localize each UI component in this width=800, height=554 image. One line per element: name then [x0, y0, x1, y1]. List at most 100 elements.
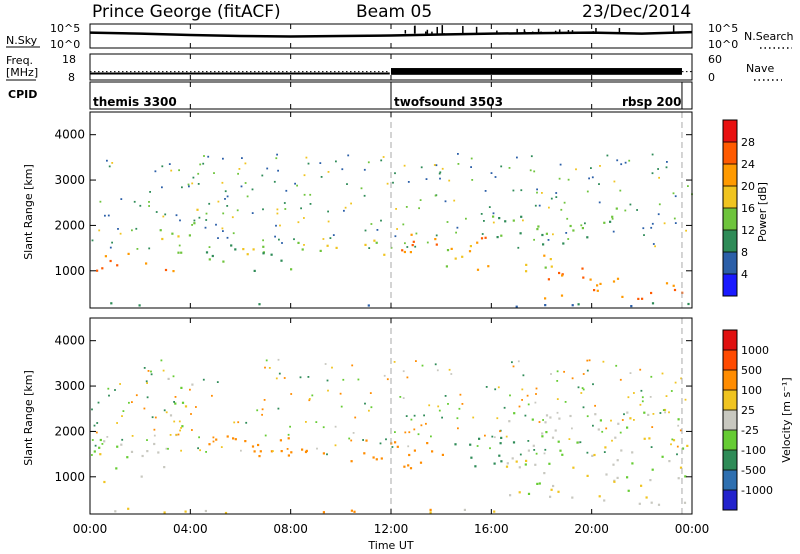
scatter-cell [326, 379, 329, 382]
data-cell [116, 445, 119, 448]
colorbar-tick-label: 28 [741, 136, 755, 149]
scatter-cell [527, 440, 530, 442]
scatter-cell [278, 238, 280, 241]
scatter-cell [274, 235, 276, 238]
data-cell [171, 232, 174, 235]
data-cell [541, 435, 544, 438]
scatter-cell [256, 409, 259, 412]
scatter-cell [320, 176, 323, 178]
scatter-cell [465, 217, 467, 220]
colorbar-tick-label: -500 [741, 464, 766, 477]
data-cell [545, 414, 549, 417]
scatter-cell [492, 221, 495, 224]
scatter-cell [244, 162, 247, 165]
data-cell [571, 304, 574, 307]
data-cell [538, 482, 541, 485]
scatter-cell [676, 453, 678, 456]
scatter-cell [441, 416, 443, 419]
scatter-cell [444, 200, 447, 203]
data-cell [474, 465, 477, 468]
scatter-cell [492, 212, 495, 215]
data-cell [518, 466, 521, 469]
data-cell [616, 476, 619, 479]
scatter-cell [283, 377, 286, 379]
scatter-cell [517, 246, 520, 249]
scatter-cell [154, 416, 157, 419]
data-cell [505, 465, 509, 468]
data-cell [169, 414, 173, 417]
scatter-cell [146, 396, 149, 399]
scatter-cell [565, 232, 568, 234]
scatter-cell [278, 372, 281, 375]
data-cell [450, 247, 453, 250]
scatter-cell [639, 368, 642, 371]
scatter-cell [187, 183, 190, 186]
scatter-cell [204, 226, 207, 229]
scatter-cell [308, 398, 311, 400]
data-cell [571, 496, 574, 499]
data-cell [161, 237, 164, 241]
scatter-cell [324, 363, 327, 365]
scatter-cell [582, 406, 585, 409]
data-cell [544, 421, 547, 424]
scatter-cell [408, 431, 411, 434]
scatter-cell [106, 159, 108, 162]
data-cell [586, 236, 589, 239]
y-tick-label: 2000 [54, 218, 85, 232]
data-cell [548, 462, 551, 465]
data-cell [593, 453, 596, 457]
scatter-cell [303, 244, 305, 246]
data-cell [196, 208, 199, 211]
scatter-cell [303, 174, 306, 177]
scatter-cell [448, 368, 451, 371]
scatter-cell [640, 389, 643, 392]
data-cell [270, 450, 273, 453]
scatter-cell [446, 221, 449, 223]
data-cell [499, 442, 502, 445]
data-cell [375, 458, 378, 461]
data-cell [480, 237, 484, 240]
scatter-cell [575, 168, 577, 171]
data-cell [110, 302, 113, 305]
data-cell [536, 482, 539, 485]
scatter-cell [453, 199, 456, 202]
scatter-cell [309, 193, 312, 196]
scatter-cell [459, 393, 462, 396]
data-cell [543, 254, 546, 257]
data-cell [537, 225, 540, 228]
scatter-cell [279, 224, 281, 227]
data-cell [251, 445, 255, 448]
scatter-cell [541, 192, 543, 194]
scatter-cell [582, 373, 585, 375]
data-cell [280, 259, 283, 262]
scatter-cell [430, 435, 432, 438]
scatter-cell [199, 163, 202, 166]
data-cell [500, 234, 503, 237]
scatter-cell [566, 217, 569, 220]
freq-right-label: Nave [746, 62, 774, 75]
scatter-cell [470, 157, 473, 160]
scatter-cell [611, 439, 613, 442]
data-cell [665, 282, 669, 285]
scatter-cell [273, 180, 276, 183]
data-cell [163, 511, 166, 514]
scatter-cell [197, 183, 200, 185]
scatter-cell [199, 449, 201, 452]
scatter-cell [536, 191, 538, 194]
scatter-cell [203, 155, 205, 157]
data-cell [544, 304, 547, 307]
colorbar-swatch [723, 186, 737, 209]
scatter-cell [605, 427, 608, 430]
scatter-cell [485, 386, 488, 388]
scatter-cell [661, 372, 664, 375]
scatter-cell [276, 208, 279, 211]
scatter-cell [420, 166, 423, 169]
scatter-cell [178, 169, 180, 172]
scatter-cell [117, 228, 119, 230]
scatter-cell [379, 442, 382, 445]
scatter-cell [586, 415, 589, 418]
colorbar-swatch [723, 120, 737, 143]
data-cell [612, 463, 615, 466]
scatter-cell [208, 202, 211, 205]
scatter-cell [448, 179, 451, 182]
